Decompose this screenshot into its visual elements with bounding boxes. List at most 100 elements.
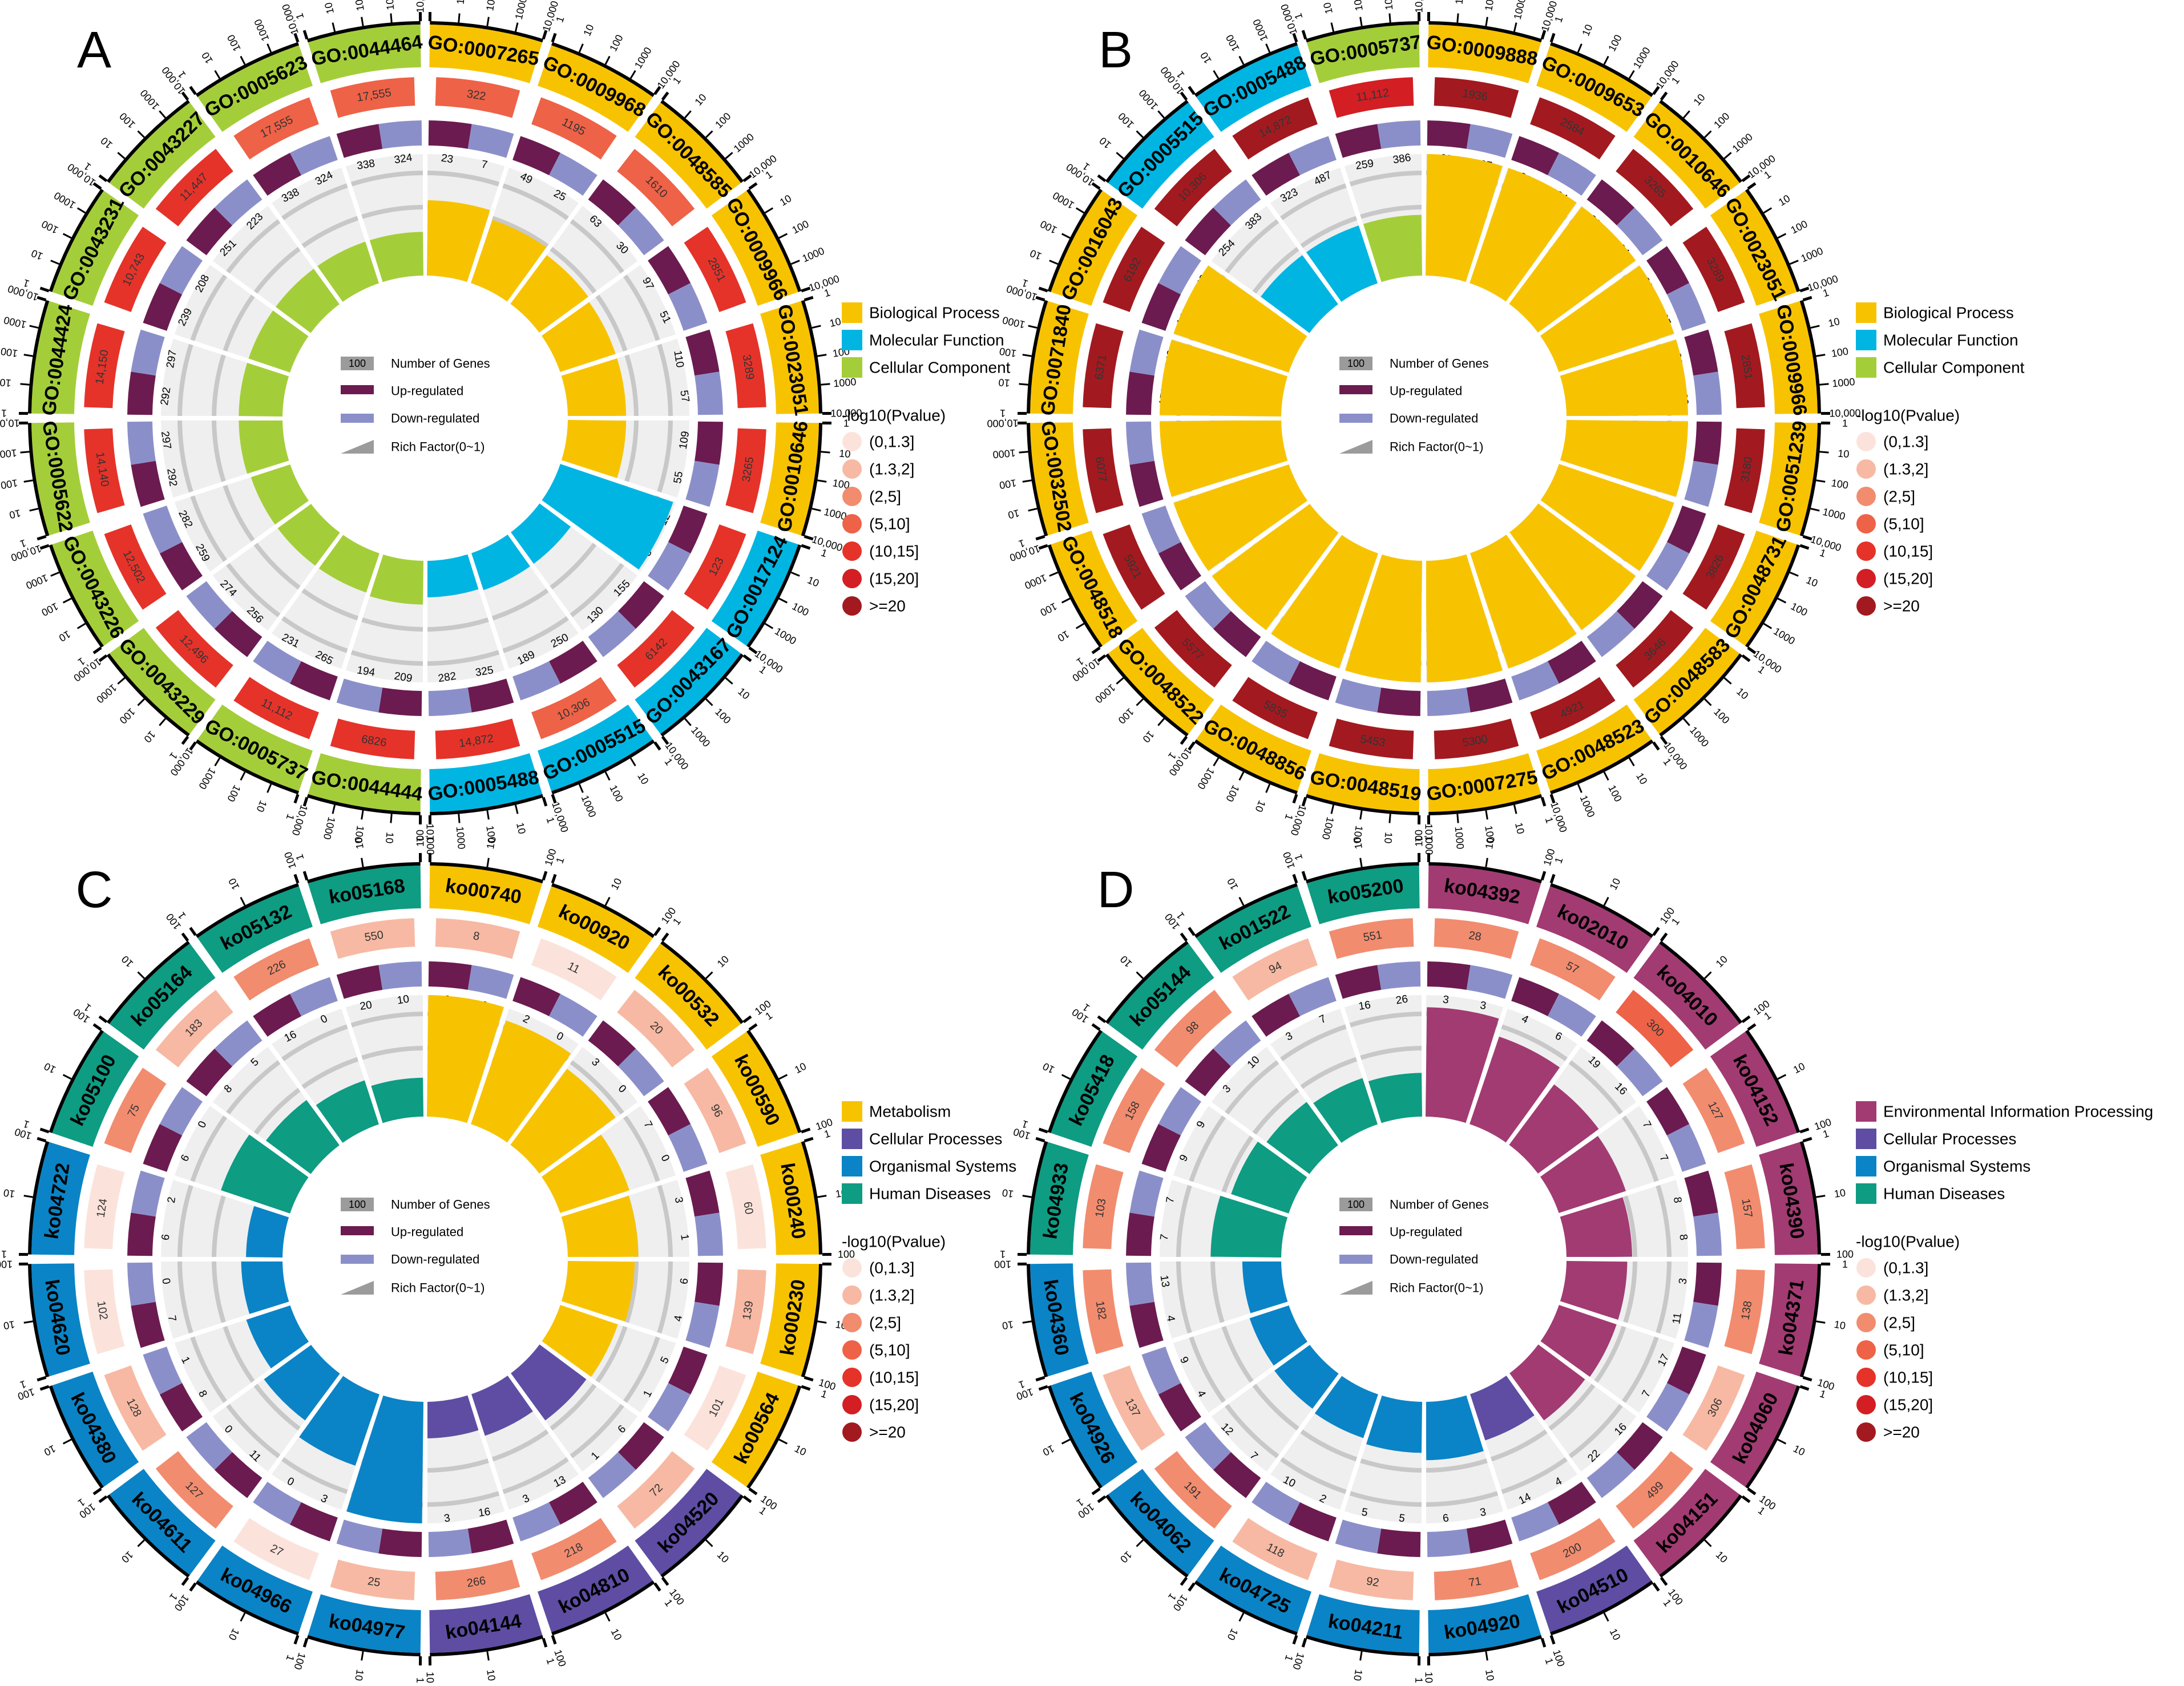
pvalue-legend-label: (2,5] <box>1883 488 1915 506</box>
tick-label: 1 <box>1413 1677 1424 1683</box>
tick-mark <box>1803 1138 1811 1141</box>
tick-mark <box>1661 92 1667 100</box>
tick-mark <box>1181 1578 1187 1585</box>
tick-label: 1000 <box>52 189 78 211</box>
pvalue-swatch <box>1856 1422 1876 1442</box>
tick-label: 10 <box>1714 1549 1730 1565</box>
tick-mark <box>726 678 733 684</box>
pvalue-legend-label: (5,10] <box>1883 515 1924 533</box>
down-count-label: 26 <box>1395 993 1408 1007</box>
pvalue-legend-label: >=20 <box>869 597 906 615</box>
tick-mark <box>190 87 195 94</box>
category-legend-label: Molecular Function <box>1883 331 2019 349</box>
tick-label: 10 <box>778 192 793 208</box>
tick-label: 10 <box>998 377 1011 389</box>
tick-label: 100 <box>607 33 625 54</box>
legend-number-of-genes: Number of Genes <box>1390 1198 1489 1212</box>
pvalue-legend-label: (10,15] <box>869 1369 919 1386</box>
tick-mark <box>1748 1489 1755 1494</box>
pvalue-swatch <box>842 1313 862 1332</box>
tick-mark <box>295 1635 298 1644</box>
pvalue-legend-title: -log10(Pvalue) <box>1856 407 1960 424</box>
pvalue-legend-label: >=20 <box>1883 1424 1920 1441</box>
tick-mark <box>1092 1489 1100 1494</box>
tick-label: 1 <box>1174 69 1186 80</box>
up-regulated-bar <box>1129 1302 1163 1348</box>
tick-mark <box>333 805 335 814</box>
up-regulated-bar <box>1693 422 1722 465</box>
tick-label: 1 <box>167 750 180 762</box>
tick-label: 1 <box>293 853 306 862</box>
tick-mark <box>749 1489 757 1494</box>
side-legend: Environmental Information ProcessingCell… <box>1856 1101 2153 1442</box>
tick-label: 1 <box>823 286 832 299</box>
tick-mark <box>1098 1017 1105 1022</box>
tick-label: 1 <box>1000 1248 1006 1260</box>
tick-mark <box>543 871 546 880</box>
tick-mark <box>1028 508 1037 511</box>
tick-label: 1 <box>1080 1001 1092 1014</box>
tick-label: 1000 <box>801 245 826 265</box>
tick-mark <box>78 208 86 213</box>
tick-mark <box>1189 928 1194 935</box>
tick-label: 1000 <box>1688 725 1711 749</box>
category-legend-label: Cellular Component <box>869 359 1011 377</box>
down-regulated-bar <box>1335 1519 1382 1553</box>
pvalue-legend-label: (15,20] <box>1883 1396 1933 1414</box>
down-regulated-bar <box>127 422 156 465</box>
tick-mark <box>268 44 271 52</box>
tick-label: 10 <box>793 1443 808 1458</box>
legend-down-regulated: Down-regulated <box>1390 1252 1478 1267</box>
tick-mark <box>159 111 165 118</box>
up-regulated-bar <box>429 961 472 990</box>
down-regulated-bar <box>1684 1302 1718 1348</box>
tick-mark <box>1137 1540 1143 1546</box>
pvalue-legend-label: (1.3,2] <box>1883 460 1928 478</box>
pvalue-swatch <box>1856 1285 1876 1305</box>
tick-label: 1 <box>1756 664 1767 676</box>
tick-mark <box>1811 326 1820 328</box>
tick-label: 10 <box>1634 771 1649 786</box>
pvalue-swatch <box>842 1368 862 1387</box>
pvalue-swatch <box>1856 487 1876 506</box>
tick-label: 1000 <box>773 625 798 647</box>
tick-label: 1000 <box>138 87 162 112</box>
tick-label: 1 <box>554 856 566 865</box>
tick-label: 10 <box>793 1060 808 1076</box>
up-regulated-bar <box>468 678 514 712</box>
legend-number-of-genes: Number of Genes <box>1390 357 1489 371</box>
tick-mark <box>706 972 712 979</box>
tick-mark <box>1705 972 1711 979</box>
up-regulated-bar <box>468 1519 514 1553</box>
tick-label: 1 <box>425 835 436 841</box>
up-regulated-bar <box>131 461 164 507</box>
down-regulated-bar <box>337 678 383 712</box>
tick-label: 1000 <box>632 45 654 71</box>
down-count-label: 297 <box>159 430 173 450</box>
tick-mark <box>1486 1651 1488 1660</box>
tick-mark <box>94 648 101 653</box>
category-swatch <box>842 1183 862 1204</box>
tick-mark <box>1705 699 1711 705</box>
tick-mark <box>552 34 555 42</box>
tick-label: 1000 <box>1251 18 1270 43</box>
pvalue-legend-label: (5,10] <box>869 515 910 533</box>
down-regulated-bar <box>685 1302 719 1348</box>
tick-mark <box>37 536 46 539</box>
tick-label: 10 <box>42 1060 58 1076</box>
pvalue-legend-label: (2,5] <box>869 488 901 506</box>
tick-label: 100 <box>1606 33 1624 54</box>
tick-label: 1 <box>1669 916 1682 927</box>
pvalue-legend-title: -log10(Pvalue) <box>1856 1233 1960 1251</box>
tick-mark <box>804 297 813 300</box>
tick-label: 100 <box>1606 783 1624 804</box>
tick-mark <box>515 805 518 814</box>
tick-mark <box>1816 480 1825 482</box>
tick-label: 100 <box>1711 110 1731 130</box>
tick-label: 1 <box>1080 160 1092 173</box>
tick-label: 1 <box>1292 12 1305 21</box>
tick-label: 1 <box>175 910 188 921</box>
tick-mark <box>1116 678 1123 684</box>
